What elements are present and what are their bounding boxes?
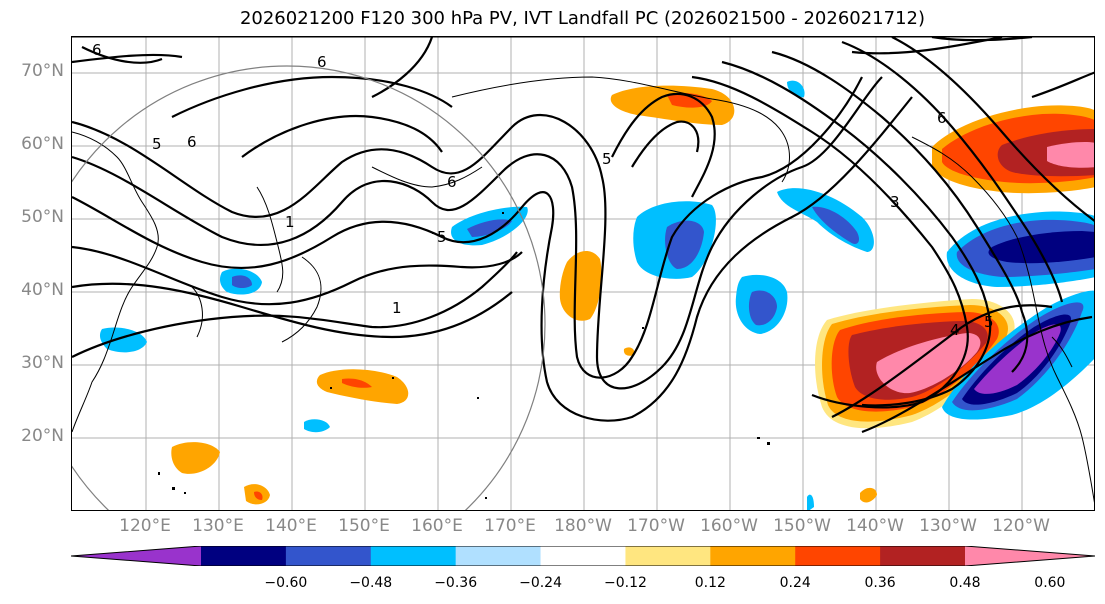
lat-label-70n: 70°N <box>21 61 64 81</box>
positive-anomaly-aleutian <box>610 85 735 125</box>
colorbar-tick-label: −0.60 <box>264 575 308 591</box>
lon-label-140w: 140°W <box>846 516 904 536</box>
lon-label-150w: 150°W <box>773 516 831 536</box>
contour-label: 6 <box>317 53 327 71</box>
lon-label-170e: 170°E <box>484 516 536 536</box>
colorbar-segment <box>880 546 966 566</box>
colorbar-segment <box>201 546 287 566</box>
colorbar-tick-label: 0.12 <box>694 575 726 591</box>
lon-label-160w: 160°W <box>700 516 758 536</box>
positive-anomaly-central-pacific <box>559 251 602 321</box>
contour-label: 5 <box>602 150 612 168</box>
colorbar-tick-label: −0.24 <box>519 575 562 591</box>
lon-label-160e: 160°E <box>411 516 463 536</box>
lon-label-140e: 140°E <box>265 516 317 536</box>
colorbar-segment <box>540 546 626 566</box>
colorbar-tick-label: 0.60 <box>1034 575 1066 591</box>
lon-label-120w: 120°W <box>992 516 1050 536</box>
map-title: 2026021200 F120 300 hPa PV, IVT Landfall… <box>239 8 926 29</box>
lon-label-170w: 170°W <box>627 516 685 536</box>
contour-label: 6 <box>92 41 102 59</box>
colorbar-extend-low <box>71 546 201 566</box>
contour-label: 5 <box>984 313 994 331</box>
colorbar-segment <box>795 546 881 566</box>
lat-label-60n: 60°N <box>21 134 64 154</box>
colorbar-tick-label: 0.48 <box>949 575 981 591</box>
colorbar-segment <box>625 546 711 566</box>
colorbar-segment <box>285 546 372 566</box>
lat-label-50n: 50°N <box>21 207 64 227</box>
colorbar-tick-label: −0.48 <box>349 575 393 591</box>
pv-contours <box>72 37 1094 434</box>
colorbar-tick-label: −0.36 <box>434 575 478 591</box>
contour-label: 1 <box>392 299 402 317</box>
lat-label-30n: 30°N <box>21 353 64 373</box>
colorbar-segment <box>455 546 542 566</box>
colorbar-tick-label: −0.12 <box>603 575 647 591</box>
contour-label: 6 <box>187 133 197 151</box>
lon-label-180w: 180°W <box>554 516 612 536</box>
lon-label-130e: 130°E <box>192 516 244 536</box>
contour-label: 5 <box>437 228 447 246</box>
map-panel[interactable]: 5 6 6 6 1 5 1 6 5 3 4 6 5 <box>71 36 1095 511</box>
lat-label-20n: 20°N <box>21 426 64 446</box>
map-canvas: 5 6 6 6 1 5 1 6 5 3 4 6 5 <box>72 37 1094 510</box>
colorbar-tick-label: 0.36 <box>864 575 896 591</box>
contour-label: 6 <box>447 173 457 191</box>
colorbar <box>71 546 1095 566</box>
landfall-radius-circle <box>72 65 546 510</box>
colorbar-extend-high <box>965 546 1095 566</box>
lon-label-120e: 120°E <box>119 516 171 536</box>
contour-label: 5 <box>152 135 162 153</box>
colorbar-segment <box>370 546 457 566</box>
contour-label: 4 <box>950 321 960 339</box>
lon-label-130w: 130°W <box>919 516 977 536</box>
lon-label-150e: 150°E <box>338 516 390 536</box>
islands <box>158 212 770 499</box>
contour-labels: 5 6 6 6 1 5 1 6 5 3 4 6 5 <box>92 41 994 339</box>
coastlines <box>72 37 1094 503</box>
contour-label: 3 <box>890 193 900 211</box>
colorbar-tick-label: 0.24 <box>779 575 811 591</box>
ivt-shading <box>99 80 1094 510</box>
contour-label: 6 <box>937 109 947 127</box>
contour-label: 1 <box>285 213 295 231</box>
lat-label-40n: 40°N <box>21 280 64 300</box>
colorbar-segment <box>710 546 796 566</box>
